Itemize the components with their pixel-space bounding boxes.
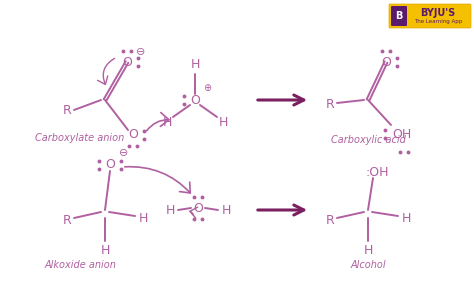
Text: O: O [122, 55, 132, 69]
Text: H: H [221, 204, 231, 217]
Text: ⊕: ⊕ [203, 83, 211, 93]
Text: O: O [128, 128, 138, 142]
FancyArrowPatch shape [125, 167, 190, 193]
Text: ⊖: ⊖ [119, 148, 128, 158]
Text: B: B [395, 11, 403, 21]
Text: R: R [63, 104, 72, 116]
Text: Alkoxide anion: Alkoxide anion [44, 260, 116, 270]
Text: BYJU'S: BYJU'S [420, 8, 456, 18]
FancyArrowPatch shape [98, 58, 115, 84]
FancyBboxPatch shape [389, 4, 471, 28]
Text: OH: OH [392, 128, 411, 140]
Text: R: R [326, 98, 334, 112]
Text: ⊖: ⊖ [137, 47, 146, 57]
Text: The Learning App: The Learning App [414, 19, 462, 25]
FancyArrowPatch shape [190, 207, 198, 218]
FancyBboxPatch shape [391, 6, 407, 26]
Text: O: O [381, 55, 391, 69]
Text: H: H [100, 243, 109, 257]
Text: H: H [162, 116, 172, 128]
Text: O: O [105, 158, 115, 172]
Text: H: H [138, 212, 148, 225]
Text: O: O [190, 94, 200, 106]
Text: Carboxylic acid: Carboxylic acid [330, 135, 405, 145]
Text: R: R [63, 214, 72, 227]
Text: H: H [219, 116, 228, 128]
FancyArrowPatch shape [146, 113, 169, 131]
Text: H: H [165, 204, 175, 217]
Text: Alcohol: Alcohol [350, 260, 386, 270]
Text: H: H [363, 243, 373, 257]
Text: R: R [326, 214, 334, 227]
Text: Carboxylate anion: Carboxylate anion [36, 133, 125, 143]
Text: H: H [191, 59, 200, 72]
Text: O: O [193, 202, 203, 214]
Text: :OH: :OH [365, 166, 389, 178]
Text: H: H [401, 212, 410, 225]
